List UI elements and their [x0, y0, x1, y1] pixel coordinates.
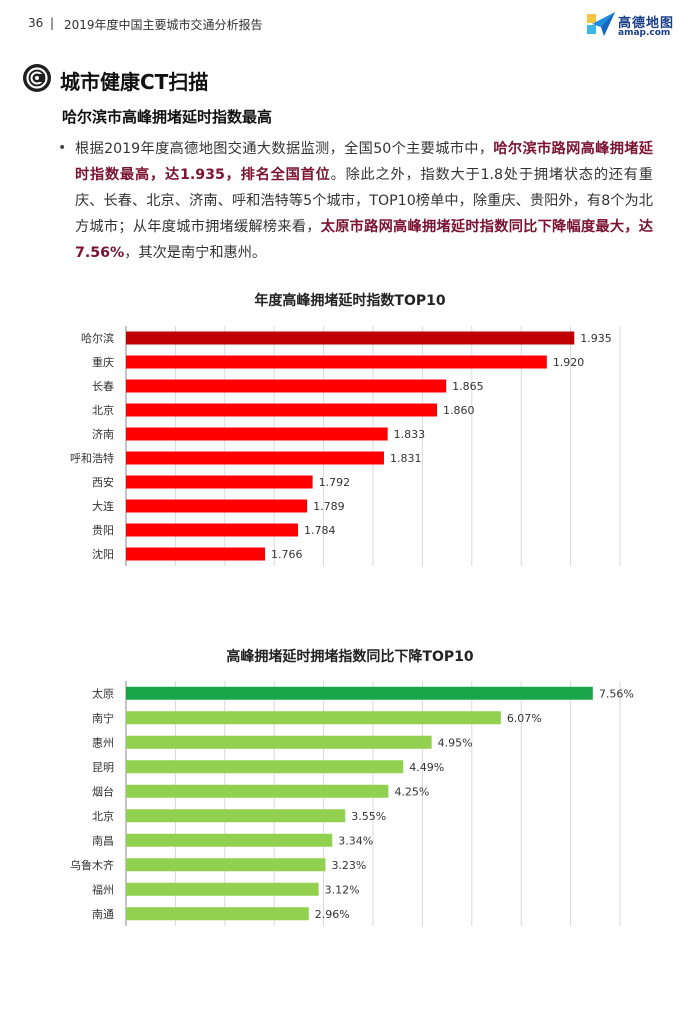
bar	[126, 809, 346, 823]
chart-title: 高峰拥堵延时拥堵指数同比下降TOP10	[226, 649, 474, 665]
header-separator: |	[50, 16, 55, 30]
category-label: 南通	[92, 908, 114, 921]
category-label: 惠州	[92, 735, 114, 749]
bar	[126, 882, 319, 896]
paragraph-text: ，其次是南宁和惠州。	[124, 245, 267, 261]
target-scan-icon	[23, 64, 51, 92]
data-label: 7.56%	[599, 687, 634, 700]
category-label: 哈尔滨	[81, 331, 114, 345]
data-label: 4.25%	[394, 785, 429, 798]
category-label: 北京	[92, 403, 114, 417]
paragraph-highlight: 哈尔滨市路网高峰拥堵延时指数最高，达1.935，排名全国首位	[75, 141, 653, 183]
section-subtitle: 哈尔滨市高峰拥堵延时指数最高	[62, 108, 273, 126]
bar	[126, 331, 575, 345]
data-label: 6.07%	[507, 712, 542, 725]
bar	[126, 403, 438, 417]
paragraph-text: 。除此之外，指数大于1.8处于拥堵状态的还有重庆、长春、北京、济南、呼和浩特等5…	[75, 167, 653, 235]
bar	[126, 451, 384, 465]
bar	[126, 475, 313, 489]
category-label: 重庆	[92, 355, 114, 369]
category-label: 北京	[92, 809, 114, 823]
bar	[126, 784, 389, 798]
bar	[126, 760, 404, 774]
category-label: 福州	[92, 882, 114, 896]
category-label: 贵阳	[92, 524, 114, 537]
page-number: 36	[28, 16, 44, 30]
bullet-point: •	[58, 140, 67, 156]
bar	[126, 355, 547, 369]
bar	[126, 379, 447, 393]
data-label: 3.55%	[351, 810, 386, 823]
category-label: 南宁	[92, 711, 114, 725]
logo-text-en: amap.com	[618, 28, 671, 38]
bar	[126, 711, 501, 725]
congestion-index-bar-chart: 哈尔滨 1.935 重庆 1.920 长春 1.865 北京 1.860 济南 1.833 呼和浩特…	[70, 326, 621, 566]
section-title: 城市健康CT扫描	[60, 70, 209, 94]
bar	[126, 427, 388, 441]
category-label: 烟台	[92, 784, 114, 798]
category-label: 西安	[92, 475, 114, 489]
category-label: 济南	[92, 427, 114, 441]
category-label: 南昌	[92, 834, 114, 847]
logo-text-cn: 高德地图	[618, 16, 675, 31]
data-label: 3.23%	[331, 859, 366, 872]
category-label: 呼和浩特	[70, 451, 114, 465]
paragraph-highlight: 太原市路网高峰拥堵延时指数同比下降幅度最大，达7.56%	[75, 219, 653, 261]
page-header: 36 | 2019年度中国主要城市交通分析报告 高德地图 amap.com	[0, 0, 700, 46]
category-label: 沈阳	[92, 547, 114, 561]
paragraph-text: 根据2019年度高德地图交通大数据监测，全国50个主要城市中，	[75, 141, 494, 157]
category-label: 太原	[92, 687, 114, 700]
bar	[126, 833, 333, 847]
bar	[126, 858, 326, 872]
bar	[126, 686, 593, 700]
summary-paragraph: 根据2019年度高德地图交通大数据监测，全国50个主要城市中，哈尔滨市路网高峰拥…	[75, 136, 653, 266]
bar	[126, 735, 432, 749]
chart-title: 年度高峰拥堵延时指数TOP10	[254, 293, 446, 309]
data-label: 4.95%	[438, 736, 473, 749]
data-label: 1.792	[319, 476, 351, 489]
category-label: 大连	[92, 499, 114, 513]
data-label: 1.935	[580, 332, 612, 345]
data-label: 3.12%	[325, 883, 360, 896]
data-label: 1.865	[452, 380, 484, 393]
data-label: 2.96%	[315, 908, 350, 921]
bar	[126, 547, 266, 561]
category-label: 昆明	[92, 761, 114, 774]
data-label: 1.831	[390, 452, 422, 465]
data-label: 4.49%	[409, 761, 444, 774]
amap-logo: 高德地图 amap.com	[586, 8, 682, 40]
data-label: 1.833	[394, 428, 426, 441]
data-label: 1.789	[313, 500, 345, 513]
data-label: 1.784	[304, 524, 336, 537]
congestion-decline-bar-chart: 太原 7.56% 南宁 6.07% 惠州 4.95% 昆明 4.49% 烟台 4.25% 北京 3.5…	[70, 681, 634, 926]
category-label: 长春	[92, 380, 114, 393]
bar	[126, 523, 298, 537]
data-label: 1.920	[553, 356, 585, 369]
report-title: 2019年度中国主要城市交通分析报告	[64, 18, 263, 32]
paper-plane-icon	[587, 12, 615, 36]
data-label: 1.766	[271, 548, 303, 561]
data-label: 3.34%	[338, 834, 373, 847]
bar	[126, 499, 308, 513]
data-label: 1.860	[443, 404, 475, 417]
category-label: 乌鲁木齐	[70, 858, 114, 872]
bar	[126, 907, 309, 921]
